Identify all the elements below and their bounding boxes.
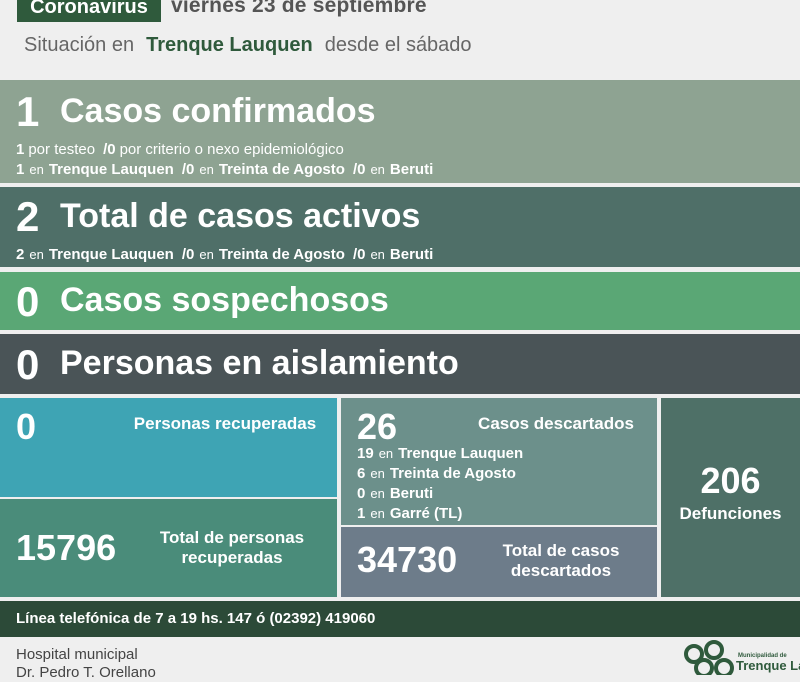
detail-line: 0 en Beruti xyxy=(357,484,523,504)
connector: en xyxy=(370,247,385,262)
city: Trenque Lauquen xyxy=(146,34,313,56)
place: Beruti xyxy=(389,485,434,502)
count: 26 xyxy=(357,406,398,447)
date: viernes 23 de septiembre xyxy=(171,0,427,17)
deaths-panel: 206 Defunciones xyxy=(661,398,800,597)
detail-line: 19 en Trenque Lauquen xyxy=(357,444,523,464)
separator: / xyxy=(103,141,108,158)
separator: / xyxy=(352,246,358,263)
count: 0 xyxy=(357,246,366,263)
count: 2 xyxy=(16,246,25,263)
suffix: desde el sábado xyxy=(324,34,472,56)
connector: en xyxy=(378,446,394,461)
hospital-line: Dr. Pedro T. Orellano xyxy=(16,664,156,681)
count: 0 xyxy=(107,141,116,158)
count: 0 xyxy=(16,278,40,325)
label: Total de casos descartados xyxy=(502,541,620,580)
badge: Coronavirus xyxy=(17,0,161,22)
details: 1 por testeo/0 por criterio o nexo epidemi… xyxy=(16,140,433,180)
label: Total de personas recuperadas xyxy=(159,528,305,567)
place: Treinta de Agosto xyxy=(218,161,345,178)
count: 15796 xyxy=(16,527,117,568)
connector: en xyxy=(370,466,385,481)
logo: Municipalidad de Trenque Lauquen xyxy=(684,640,800,675)
count: 0 xyxy=(357,485,366,502)
count: 0 xyxy=(186,246,195,263)
detail-line: 2 en Trenque Lauquen/0 en Treinta de Agosto /… xyxy=(16,245,433,265)
connector: en xyxy=(199,162,214,177)
connector: en xyxy=(29,247,44,262)
label: Defunciones xyxy=(679,504,782,523)
recovered-total-panel: 15796 Total de personas recuperadas xyxy=(0,499,337,597)
logo-line: Municipalidad de xyxy=(738,653,787,659)
connector: en xyxy=(370,162,385,177)
count: 0 xyxy=(16,406,37,447)
place: Trenque Lauquen xyxy=(48,246,174,263)
place: Garré (TL) xyxy=(389,505,463,522)
place: Trenque Lauquen xyxy=(48,161,174,178)
separator: / xyxy=(181,161,186,178)
logo-line: Trenque Lauquen xyxy=(736,658,800,673)
connector: en xyxy=(199,247,214,262)
count: 0 xyxy=(16,341,40,388)
suspected-panel: 0 Casos sospechosos xyxy=(0,272,800,330)
place: Treinta de Agosto xyxy=(218,246,345,263)
prefix: Situación en xyxy=(24,34,135,56)
hospital: Hospital municipal Dr. Pedro T. Orellano xyxy=(16,646,156,682)
connector: en xyxy=(29,162,44,177)
count: 1 xyxy=(16,141,25,158)
connector: en xyxy=(370,506,385,521)
discarded-panel: 26 Casos descartados 19 en Trenque Lauquen… xyxy=(341,398,657,525)
logo-mark xyxy=(684,640,734,675)
place: Beruti xyxy=(389,161,434,178)
title: Total de casos activos xyxy=(60,197,421,235)
location-line: Situación en Trenque Lauquen desde el sába… xyxy=(24,34,472,57)
connector: en xyxy=(370,486,385,501)
place: Treinta de Agosto xyxy=(389,465,516,482)
confirmed-panel: 1 Casos confirmados 1 por testeo/0 por cri… xyxy=(0,80,800,183)
count: 2 xyxy=(16,193,40,240)
recovered-panel: 0 Personas recuperadas xyxy=(0,398,337,497)
count: 0 xyxy=(357,161,366,178)
detail-line: 1 por testeo /0 por criterio o nexo epidemi… xyxy=(16,140,433,160)
count: 34730 xyxy=(357,539,458,580)
separator: / xyxy=(181,246,186,263)
count: 6 xyxy=(357,465,366,482)
title: Casos sospechosos xyxy=(60,281,389,319)
count: 206 xyxy=(700,460,761,501)
title: Personas en aislamiento xyxy=(60,344,459,382)
detail-line: 1 en Trenque Lauquen/0 en Treinta de Agosto /… xyxy=(16,160,433,180)
count: 1 xyxy=(16,88,40,135)
count: 0 xyxy=(186,161,195,178)
title: Casos confirmados xyxy=(60,92,376,130)
count: 19 xyxy=(357,445,374,462)
place: Beruti xyxy=(389,246,434,263)
label: Casos descartados xyxy=(478,414,634,433)
label: Personas recuperadas xyxy=(133,414,317,433)
count: 1 xyxy=(16,161,25,178)
separator: / xyxy=(352,161,358,178)
count: 1 xyxy=(357,505,366,522)
label: por criterio o nexo epidemiológico xyxy=(119,141,344,158)
hospital-line: Hospital municipal xyxy=(16,646,138,663)
details: 2 en Trenque Lauquen/0 en Treinta de Agosto /… xyxy=(16,245,433,265)
phone-bar: Línea telefónica de 7 a 19 hs. 147 ó (02… xyxy=(0,601,800,637)
isolation-panel: 0 Personas en aislamiento xyxy=(0,334,800,394)
detail-line: 6 en Treinta de Agosto xyxy=(357,464,523,484)
discarded-total-panel: 34730 Total de casos descartados xyxy=(341,527,657,597)
place: Trenque Lauquen xyxy=(398,445,524,462)
detail-line: 1 en Garré (TL) xyxy=(357,504,523,524)
details: 19 en Trenque Lauquen 6 en Treinta de Agosto 0… xyxy=(357,444,523,524)
label: por testeo xyxy=(28,141,96,158)
active-panel: 2 Total de casos activos 2 en Trenque Lauq… xyxy=(0,187,800,267)
